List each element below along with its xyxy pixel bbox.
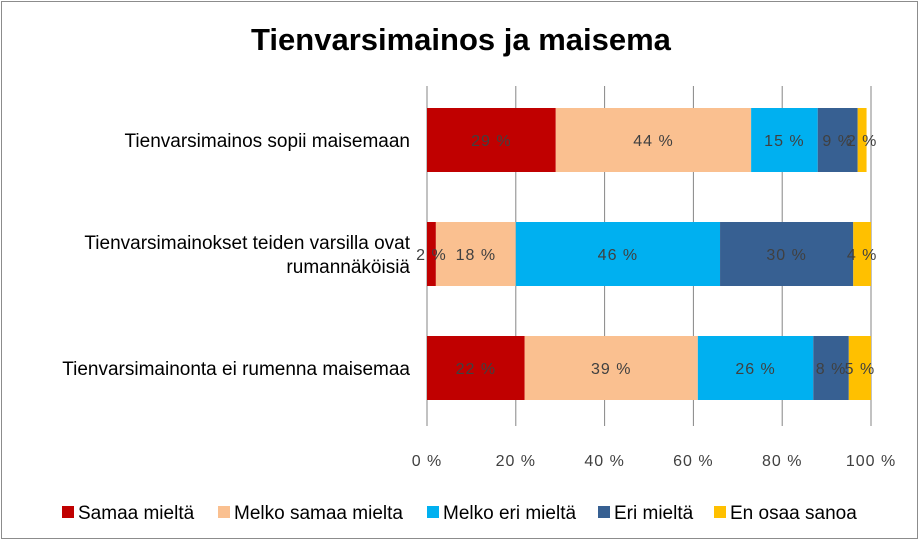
- bars: [427, 108, 871, 400]
- bar-segment: [817, 108, 858, 172]
- legend-swatch: [62, 506, 74, 518]
- bar-segment: [720, 222, 854, 286]
- data-label: 2 %: [847, 133, 878, 150]
- legend-label: En osaa sanoa: [730, 503, 857, 524]
- legend-label: Melko samaa mielta: [234, 503, 403, 524]
- data-label: 22 %: [456, 361, 496, 378]
- chart-title: Tienvarsimainos ja maisema: [251, 22, 672, 57]
- data-label: 15 %: [764, 133, 804, 150]
- x-tick-label: 20 %: [496, 453, 536, 470]
- bar-segment: [813, 336, 849, 400]
- bar-segment: [857, 108, 867, 172]
- legend-swatch: [714, 506, 726, 518]
- data-label: 5 %: [845, 361, 876, 378]
- legend-label: Melko eri mieltä: [443, 503, 576, 524]
- data-label: 8 %: [816, 361, 847, 378]
- x-tick-label: 0 %: [412, 453, 443, 470]
- x-tick-label: 80 %: [762, 453, 802, 470]
- data-label: 26 %: [735, 361, 775, 378]
- bar-segment: [427, 336, 525, 400]
- x-tick-label: 40 %: [584, 453, 624, 470]
- bar-segment: [435, 222, 516, 286]
- bar-segment: [524, 336, 698, 400]
- legend: Samaa mieltä Melko samaa mielta Melko eri …: [62, 503, 857, 524]
- data-label: 39 %: [591, 361, 631, 378]
- data-label: 9 %: [822, 133, 853, 150]
- legend-swatch: [598, 506, 610, 518]
- category-label: Tienvarsimainokset teiden varsilla ovat: [84, 233, 410, 254]
- x-tick-label: 100 %: [846, 453, 896, 470]
- category-label: rumannäköisiä: [286, 257, 410, 278]
- bar-segment: [427, 222, 436, 286]
- bar-segment: [751, 108, 818, 172]
- data-label: 29 %: [471, 133, 511, 150]
- bar-segment: [555, 108, 752, 172]
- legend-label: Eri mieltä: [614, 503, 694, 524]
- legend-swatch: [427, 506, 439, 518]
- bar-segment: [515, 222, 721, 286]
- category-label: Tienvarsimainos sopii maisemaan: [125, 131, 410, 152]
- bar-segment: [697, 336, 814, 400]
- data-labels: 29 % 44 % 15 % 9 %2 %2 % 18 % 46 % 30 % 4 %22 %…: [416, 133, 878, 378]
- data-label: 46 %: [598, 247, 638, 264]
- legend-swatch: [218, 506, 230, 518]
- bar-segment: [853, 222, 871, 286]
- legend-label: Samaa mieltä: [78, 503, 195, 524]
- x-tick-label: 60 %: [673, 453, 713, 470]
- data-label: 30 %: [766, 247, 806, 264]
- category-labels: Tienvarsimainos sopii maisemaan Tienvarsi…: [62, 131, 411, 380]
- data-label: 2 %: [416, 247, 447, 264]
- bar-segment: [427, 108, 556, 172]
- data-label: 44 %: [633, 133, 673, 150]
- data-label: 4 %: [847, 247, 878, 264]
- data-label: 18 %: [456, 247, 496, 264]
- x-axis-ticks: 0 % 20 % 40 % 60 % 80 % 100 %: [412, 453, 896, 470]
- bar-segment: [848, 336, 871, 400]
- category-label: Tienvarsimainonta ei rumenna maisemaa: [62, 359, 410, 380]
